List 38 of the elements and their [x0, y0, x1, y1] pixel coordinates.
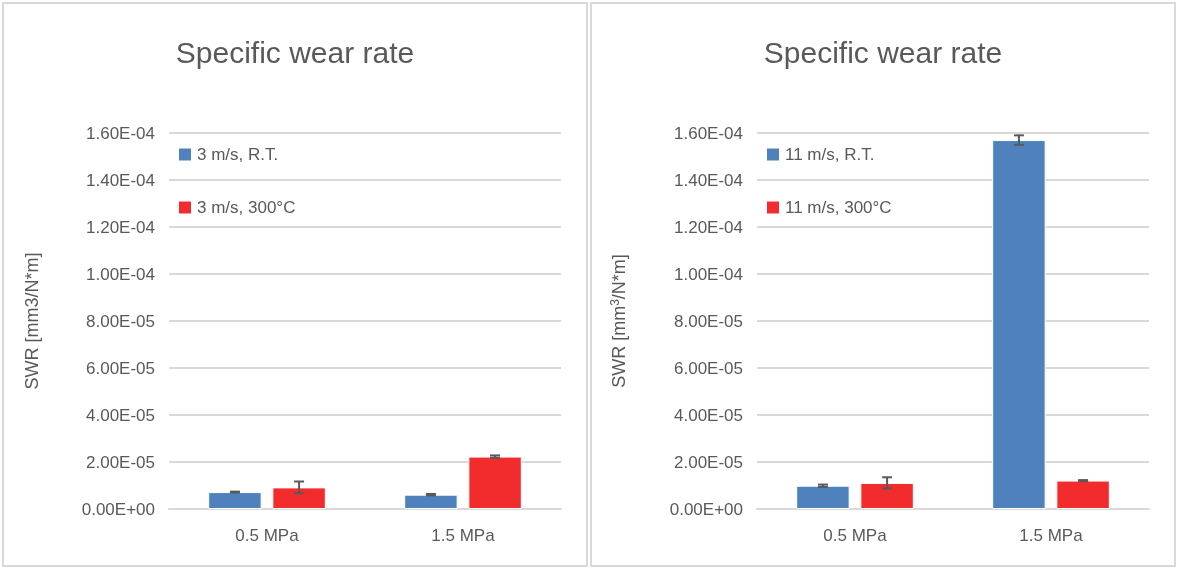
legend-label: 11 m/s, 300°C [785, 198, 892, 217]
x-tick-label: 1.5 MPa [431, 526, 496, 545]
x-tick-label: 0.5 MPa [823, 526, 888, 545]
y-tick-label: 0.00E+00 [81, 499, 155, 519]
bar [468, 456, 522, 509]
y-tick-label: 1.20E-04 [674, 217, 743, 237]
y-tick-label: 8.00E-05 [674, 311, 743, 331]
x-tick-label: 1.5 MPa [1019, 526, 1084, 545]
y-tick-label: 2.00E-05 [674, 452, 743, 472]
y-tick-label: 2.00E-05 [86, 452, 155, 472]
bar [404, 494, 458, 509]
y-tick-label: 1.00E-04 [86, 264, 155, 284]
y-tick-label: 1.20E-04 [86, 217, 155, 237]
x-tick-label: 0.5 MPa [235, 526, 300, 545]
chart-title: Specific wear rate [175, 35, 415, 69]
bar [272, 487, 326, 509]
chart-title: Specific wear rate [763, 35, 1003, 69]
bar [1056, 480, 1110, 509]
y-tick-label: 4.00E-05 [86, 405, 155, 425]
y-tick-label: 6.00E-05 [674, 358, 743, 378]
y-tick-label: 1.00E-04 [674, 264, 743, 284]
y-tick-label: 0.00E+00 [669, 499, 743, 519]
y-axis-title: SWR [mm3/N*m] [22, 252, 42, 390]
legend-label: 3 m/s, R.T. [197, 145, 279, 164]
y-tick-label: 1.40E-04 [674, 170, 743, 190]
legend-label: 11 m/s, R.T. [785, 145, 875, 164]
y-tick-label: 6.00E-05 [86, 358, 155, 378]
y-tick-label: 1.60E-04 [86, 123, 155, 143]
legend-label: 3 m/s, 300°C [197, 198, 296, 217]
y-tick-label: 1.60E-04 [674, 123, 743, 143]
y-axis-title: SWR [mm3/N*m] [608, 254, 629, 388]
bar [796, 485, 850, 509]
bar [208, 492, 262, 509]
y-tick-label: 4.00E-05 [674, 405, 743, 425]
bar [860, 482, 914, 509]
bar [992, 140, 1046, 509]
y-tick-label: 1.40E-04 [86, 170, 155, 190]
y-tick-label: 8.00E-05 [86, 311, 155, 331]
